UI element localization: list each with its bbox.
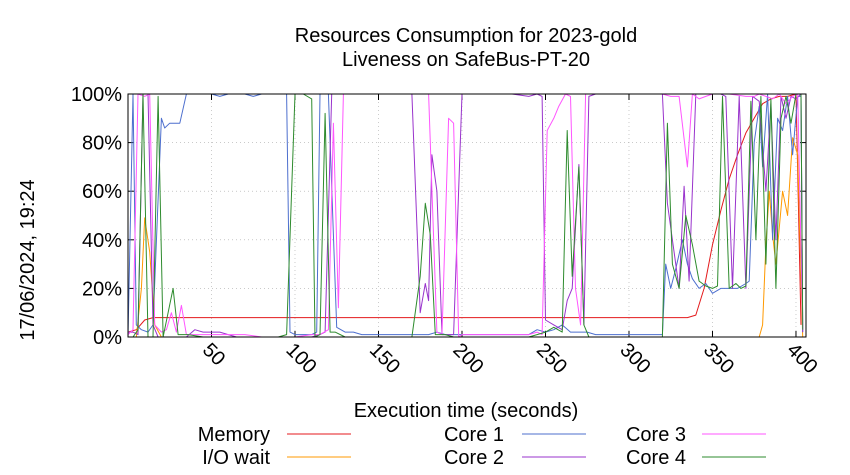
y-tick-label: 0% bbox=[93, 327, 122, 349]
x-tick-label: 250 bbox=[532, 339, 571, 378]
y-tick-label: 60% bbox=[82, 181, 122, 203]
x-axis-ticks: 50 100 150 200 250 300 350 400 bbox=[198, 94, 822, 378]
y-tick-label: 80% bbox=[82, 133, 122, 155]
x-tick-label: 100 bbox=[281, 339, 320, 378]
series-line-i-o-wait bbox=[128, 137, 804, 338]
x-tick-label: 150 bbox=[365, 339, 404, 378]
x-tick-label: 200 bbox=[448, 339, 487, 378]
timestamp-label: 17/06/2024, 19:24 bbox=[17, 179, 39, 340]
series-lines bbox=[127, 93, 804, 338]
series-line-core-3 bbox=[127, 93, 804, 338]
legend-label-core-3: Core 3 bbox=[626, 424, 686, 446]
x-tick-label: 50 bbox=[198, 339, 229, 370]
y-axis-ticks: 0% 20% 40% 60% 80% 100% bbox=[71, 84, 806, 349]
legend-label-core-4: Core 4 bbox=[626, 447, 686, 469]
legend-label-i-o-wait: I/O wait bbox=[202, 447, 270, 469]
x-tick-label: 300 bbox=[615, 339, 654, 378]
legend-label-core-1: Core 1 bbox=[444, 424, 504, 446]
series-line-core-1 bbox=[127, 93, 804, 338]
plot-frame bbox=[127, 93, 807, 338]
x-tick-label: 400 bbox=[782, 339, 821, 378]
x-axis-label: Execution time (seconds) bbox=[354, 400, 579, 422]
legend-label-core-2: Core 2 bbox=[444, 447, 504, 469]
series-line-memory bbox=[127, 93, 802, 333]
y-tick-label: 100% bbox=[71, 84, 122, 106]
series-line-core-4 bbox=[128, 93, 804, 338]
legend-label-memory: Memory bbox=[198, 424, 270, 446]
chart-subtitle: Liveness on SafeBus-PT-20 bbox=[342, 49, 590, 71]
chart-title: Resources Consumption for 2023-gold bbox=[295, 25, 637, 47]
x-tick-label: 350 bbox=[699, 339, 738, 378]
grid-lines bbox=[128, 94, 806, 337]
y-tick-label: 20% bbox=[82, 278, 122, 300]
series-line-core-2 bbox=[128, 93, 804, 338]
y-tick-label: 40% bbox=[82, 230, 122, 252]
